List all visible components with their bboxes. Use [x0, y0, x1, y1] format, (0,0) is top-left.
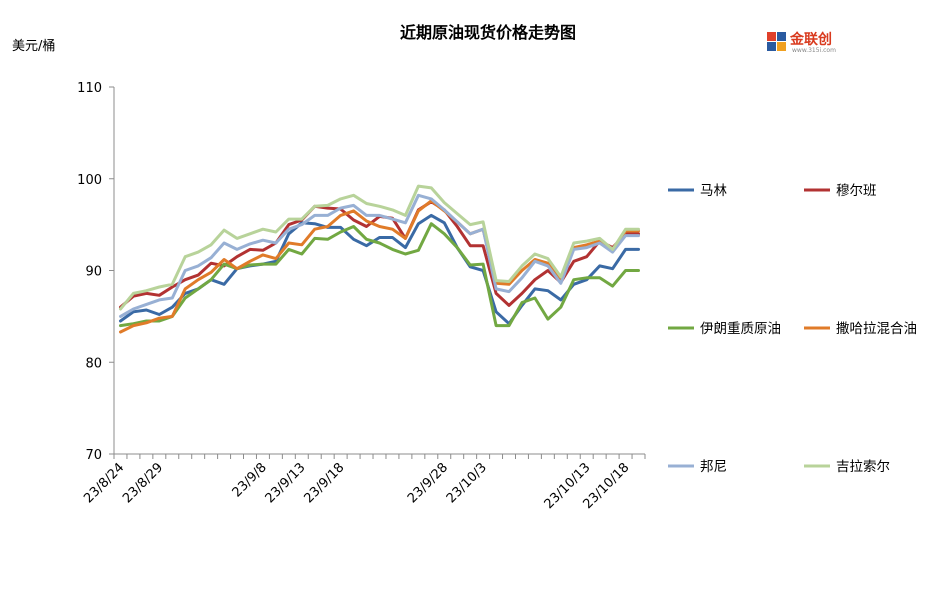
x-tick-label: 23/9/28 — [405, 460, 451, 506]
y-tick-label: 70 — [85, 448, 102, 463]
y-tick-label: 80 — [85, 356, 102, 371]
y-tick-label: 90 — [85, 265, 102, 280]
series-lines — [119, 184, 640, 334]
y-tick-label: 100 — [77, 173, 102, 188]
series-line-5 — [119, 193, 640, 318]
legend-label: 吉拉索尔 — [836, 459, 890, 475]
chart-title: 近期原油现货价格走势图 — [400, 23, 576, 42]
series-line-4 — [119, 199, 640, 334]
legend-label: 伊朗重质原油 — [700, 321, 781, 337]
legend-label: 马林 — [700, 183, 728, 199]
y-tick-label: 110 — [77, 81, 102, 96]
x-tick-label: 23/8/29 — [120, 460, 166, 506]
logo-mark-icon — [767, 32, 786, 51]
series-line-6 — [119, 184, 640, 311]
series-line-3 — [119, 222, 640, 328]
logo-sub-text: www.315i.com — [792, 47, 836, 54]
legend-label: 穆尔班 — [836, 183, 877, 199]
x-tick-label: 23/9/18 — [301, 460, 347, 506]
series-line-2 — [119, 200, 640, 309]
x-tick-label: 23/8/24 — [81, 460, 127, 506]
legend-label: 撒哈拉混合油 — [836, 321, 917, 337]
x-tick-label: 23/9/13 — [263, 460, 309, 506]
x-tick-label: 23/10/3 — [444, 460, 490, 506]
legend-label: 邦尼 — [700, 459, 727, 475]
logo-text: 金联创 — [789, 31, 832, 48]
logo: 金联创 www.315i.com — [767, 31, 836, 54]
y-axis-unit: 美元/桶 — [12, 39, 55, 54]
